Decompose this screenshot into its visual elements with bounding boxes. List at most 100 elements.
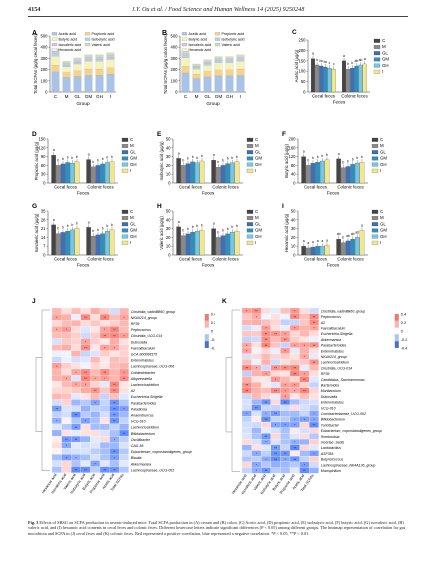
- significance-letter: b: [106, 155, 108, 159]
- legend-swatch-c: [371, 209, 379, 214]
- heatmap-significance: *: [294, 389, 296, 393]
- x-tick-label: I: [110, 94, 111, 99]
- heatmap-row-label: Akkermansia: [320, 338, 341, 342]
- significance-letter: b: [62, 157, 64, 161]
- heatmap-significance: **: [94, 389, 97, 393]
- heatmap-cell: [299, 433, 310, 440]
- heatmap-significance: **: [284, 367, 287, 371]
- legend-swatch-i: [371, 168, 379, 173]
- heatmap-cell: [241, 467, 252, 474]
- heatmap-cell: [71, 350, 81, 357]
- heatmap-cell: [90, 320, 101, 327]
- heatmap-cell: [299, 330, 310, 337]
- heatmap-significance: *: [294, 344, 296, 348]
- bar-i-cecal-feces: [199, 230, 205, 256]
- legend-swatch-gl: [121, 150, 129, 155]
- color-scale-segment: [394, 327, 399, 335]
- bar-c-colonic-feces: [341, 60, 347, 93]
- panel-letter: F: [282, 131, 286, 138]
- heatmap-cell: [80, 448, 91, 455]
- bar-butyric-acid-i: [106, 59, 115, 68]
- legend-label-i: I: [255, 240, 256, 245]
- bar-m-colonic-feces: [341, 167, 346, 184]
- heatmap-cell: [51, 454, 62, 461]
- legend-label-gl: GL: [255, 149, 261, 154]
- heatmap-cell: [270, 433, 281, 440]
- legend-swatch-acetic-acid: [51, 32, 58, 36]
- legend-swatch-i: [121, 240, 129, 245]
- heatmap-significance: *: [66, 328, 68, 332]
- legend-label-valeric-acid: Valeric acid: [92, 43, 110, 47]
- x-axis-label: Feces: [77, 191, 90, 196]
- legend-swatch-gl: [246, 222, 254, 227]
- heatmap-row-label: UCG-010: [321, 406, 336, 410]
- heatmap-cell: [51, 460, 62, 467]
- bar-gm-cecal-feces: [190, 232, 195, 256]
- y-tick-label: 30: [291, 226, 296, 231]
- heatmap-significance: *: [265, 412, 267, 416]
- legend-swatch-gm: [246, 156, 254, 161]
- legend-swatch-m: [373, 45, 381, 49]
- heatmap-row-label: A2: [130, 389, 135, 393]
- significance-letter: b: [347, 160, 349, 164]
- bar-valeric-acid-gl: [203, 59, 212, 63]
- y-tick-label: 50: [166, 137, 171, 142]
- legend-label-c: C: [380, 209, 383, 214]
- legend-label-isobutyric-acid: Isobutyric acid: [222, 37, 245, 41]
- y-tick-label: 160: [289, 145, 297, 150]
- heatmap-cell: [309, 376, 319, 383]
- color-scale-label: -0.2: [211, 338, 215, 342]
- heatmap-cell: [99, 423, 110, 431]
- legend-swatch-i: [246, 240, 254, 245]
- heatmap-significance: **: [313, 424, 316, 428]
- heatmap-cell: [261, 307, 271, 314]
- significance-letter: b: [196, 156, 198, 160]
- legend-label-m: M: [380, 215, 384, 220]
- bar-i-cecal-feces: [331, 69, 336, 93]
- heatmap-row-label: Lachnospiraceae_UCG-006: [131, 365, 174, 369]
- y-tick-label: 80: [291, 163, 296, 168]
- bar-acetic-acid-i: [236, 75, 245, 93]
- heatmap-cell: [119, 320, 129, 327]
- heatmap-significance: *: [285, 424, 287, 428]
- bar-m-colonic-feces: [346, 69, 351, 93]
- heatmap-cell: [299, 404, 310, 411]
- bar-gm-cecal-feces: [323, 66, 328, 93]
- legend-swatch-isovaleric-acid: [51, 43, 58, 47]
- bar-isovaleric-acid-gh: [95, 57, 104, 60]
- heatmap-cell: [119, 344, 129, 351]
- heatmap-significance: *: [104, 328, 106, 332]
- bar-i-cecal-feces: [199, 160, 205, 184]
- heatmap-cell: [261, 421, 271, 428]
- heatmap-cell: [51, 332, 62, 339]
- heatmap-significance: *: [95, 401, 97, 405]
- heatmap-cell: [99, 436, 110, 443]
- y-tick-label: 400: [171, 45, 179, 50]
- bar-gh-colonic-feces: [230, 162, 235, 184]
- significance-letter: b: [351, 61, 353, 65]
- heatmap-row-label: Enterorhabdus: [131, 359, 154, 363]
- significance-letter: b: [352, 157, 354, 161]
- y-axis-label: Valeric acid (µg/g): [159, 216, 164, 250]
- bar-butyric-acid-gm: [214, 62, 223, 71]
- bar-gm-cecal-feces: [190, 161, 195, 184]
- heatmap-significance: **: [274, 412, 277, 416]
- heatmap-significance: *: [66, 456, 68, 460]
- bar-gh-colonic-feces: [230, 232, 235, 256]
- significance-letter: b: [111, 223, 113, 227]
- legend-swatch-propionic-acid: [214, 32, 221, 36]
- heatmap-cell: [270, 313, 281, 320]
- heatmap-row-label: Lachnoclostridium: [131, 383, 159, 387]
- heatmap-cell: [241, 416, 252, 423]
- heatmap-significance: *: [313, 418, 315, 422]
- y-tick-label: 500: [171, 34, 179, 39]
- heatmap-cell: [80, 423, 91, 431]
- heatmap-row-label: Lactobacillus: [321, 446, 341, 450]
- significance-letter: b: [97, 228, 99, 232]
- bar-c-cecal-feces: [51, 224, 56, 256]
- bar-valeric-acid-gh: [95, 54, 104, 58]
- significance-letter: b: [326, 153, 328, 157]
- significance-letter: b: [187, 227, 189, 231]
- heatmap-cell: [280, 325, 291, 331]
